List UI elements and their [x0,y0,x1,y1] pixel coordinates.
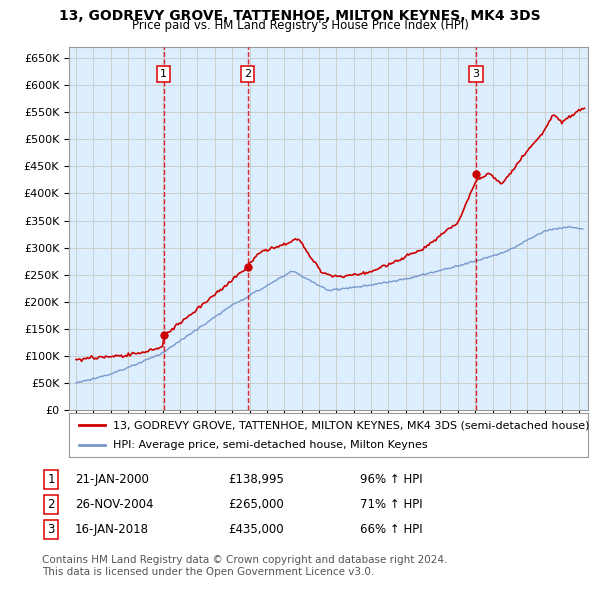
Text: HPI: Average price, semi-detached house, Milton Keynes: HPI: Average price, semi-detached house,… [113,440,428,450]
Text: 13, GODREVY GROVE, TATTENHOE, MILTON KEYNES, MK4 3DS (semi-detached house): 13, GODREVY GROVE, TATTENHOE, MILTON KEY… [113,421,590,430]
Text: 96% ↑ HPI: 96% ↑ HPI [360,473,422,486]
Text: 13, GODREVY GROVE, TATTENHOE, MILTON KEYNES, MK4 3DS: 13, GODREVY GROVE, TATTENHOE, MILTON KEY… [59,9,541,23]
Text: 2: 2 [244,69,251,79]
Text: Price paid vs. HM Land Registry's House Price Index (HPI): Price paid vs. HM Land Registry's House … [131,19,469,32]
Text: 21-JAN-2000: 21-JAN-2000 [75,473,149,486]
Text: This data is licensed under the Open Government Licence v3.0.: This data is licensed under the Open Gov… [42,567,374,577]
Text: 1: 1 [160,69,167,79]
Text: 3: 3 [47,523,55,536]
Text: 26-NOV-2004: 26-NOV-2004 [75,498,154,511]
Text: 66% ↑ HPI: 66% ↑ HPI [360,523,422,536]
Text: 2: 2 [47,498,55,511]
Text: Contains HM Land Registry data © Crown copyright and database right 2024.: Contains HM Land Registry data © Crown c… [42,555,448,565]
Text: £435,000: £435,000 [228,523,284,536]
Text: £138,995: £138,995 [228,473,284,486]
Text: 71% ↑ HPI: 71% ↑ HPI [360,498,422,511]
Text: £265,000: £265,000 [228,498,284,511]
Text: 16-JAN-2018: 16-JAN-2018 [75,523,149,536]
Text: 3: 3 [473,69,479,79]
Text: 1: 1 [47,473,55,486]
